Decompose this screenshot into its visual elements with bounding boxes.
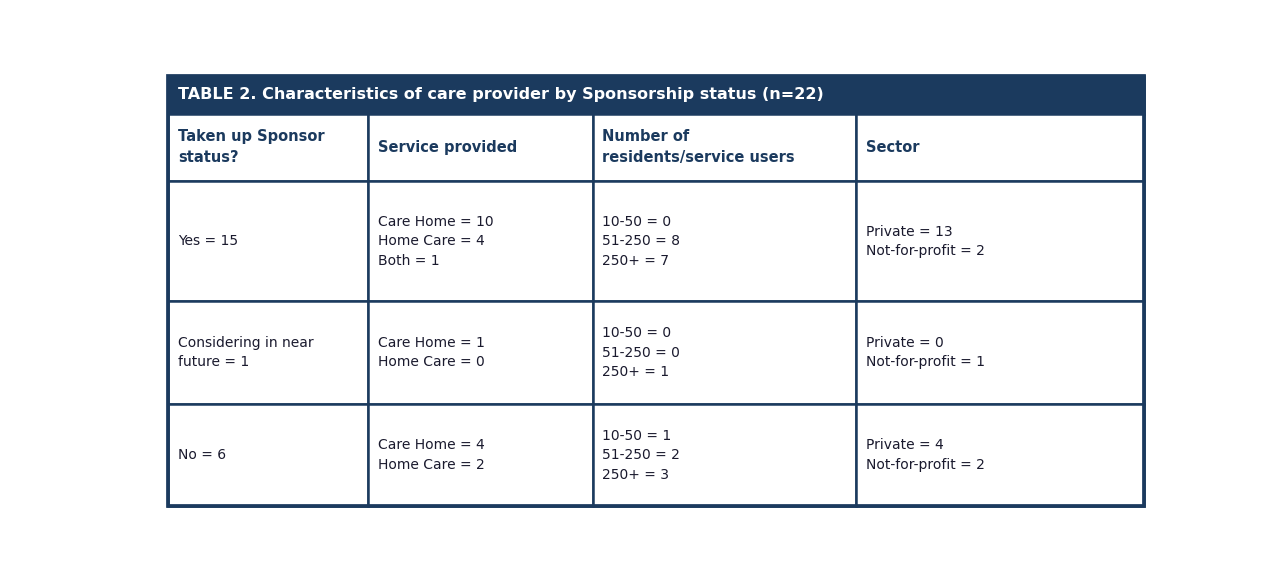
Text: Service provided: Service provided <box>378 140 517 155</box>
Bar <box>168 301 369 404</box>
Bar <box>369 114 593 181</box>
Text: Considering in near
future = 1: Considering in near future = 1 <box>178 336 314 370</box>
Text: 10-50 = 0
51-250 = 0
250+ = 1: 10-50 = 0 51-250 = 0 250+ = 1 <box>603 326 681 379</box>
Text: Care Home = 1
Home Care = 0: Care Home = 1 Home Care = 0 <box>378 336 485 370</box>
Bar <box>856 404 1144 506</box>
Bar <box>168 76 1144 114</box>
Text: Yes = 15: Yes = 15 <box>178 234 238 249</box>
Bar <box>369 181 593 301</box>
Text: Taken up Sponsor
status?: Taken up Sponsor status? <box>178 130 325 165</box>
Bar <box>593 404 856 506</box>
Bar <box>369 404 593 506</box>
Bar <box>168 181 369 301</box>
Bar <box>593 114 856 181</box>
Text: Private = 13
Not-for-profit = 2: Private = 13 Not-for-profit = 2 <box>867 224 984 258</box>
Bar <box>168 404 369 506</box>
Bar <box>168 76 1144 114</box>
Bar <box>593 181 856 301</box>
Text: No = 6: No = 6 <box>178 448 227 462</box>
Text: Care Home = 4
Home Care = 2: Care Home = 4 Home Care = 2 <box>378 439 485 472</box>
Bar <box>168 114 369 181</box>
Text: Sector: Sector <box>867 140 919 155</box>
Bar <box>856 301 1144 404</box>
Text: 10-50 = 0
51-250 = 8
250+ = 7: 10-50 = 0 51-250 = 8 250+ = 7 <box>603 215 681 268</box>
Text: Private = 4
Not-for-profit = 2: Private = 4 Not-for-profit = 2 <box>867 439 984 472</box>
Text: Care Home = 10
Home Care = 4
Both = 1: Care Home = 10 Home Care = 4 Both = 1 <box>378 215 494 268</box>
Text: 10-50 = 1
51-250 = 2
250+ = 3: 10-50 = 1 51-250 = 2 250+ = 3 <box>603 429 681 482</box>
Bar <box>593 301 856 404</box>
Text: TABLE 2. Characteristics of care provider by Sponsorship status (n=22): TABLE 2. Characteristics of care provide… <box>178 87 823 102</box>
Bar <box>856 114 1144 181</box>
Text: Private = 0
Not-for-profit = 1: Private = 0 Not-for-profit = 1 <box>867 336 986 370</box>
Bar <box>369 301 593 404</box>
Bar <box>856 181 1144 301</box>
Text: Number of
residents/service users: Number of residents/service users <box>603 130 795 165</box>
